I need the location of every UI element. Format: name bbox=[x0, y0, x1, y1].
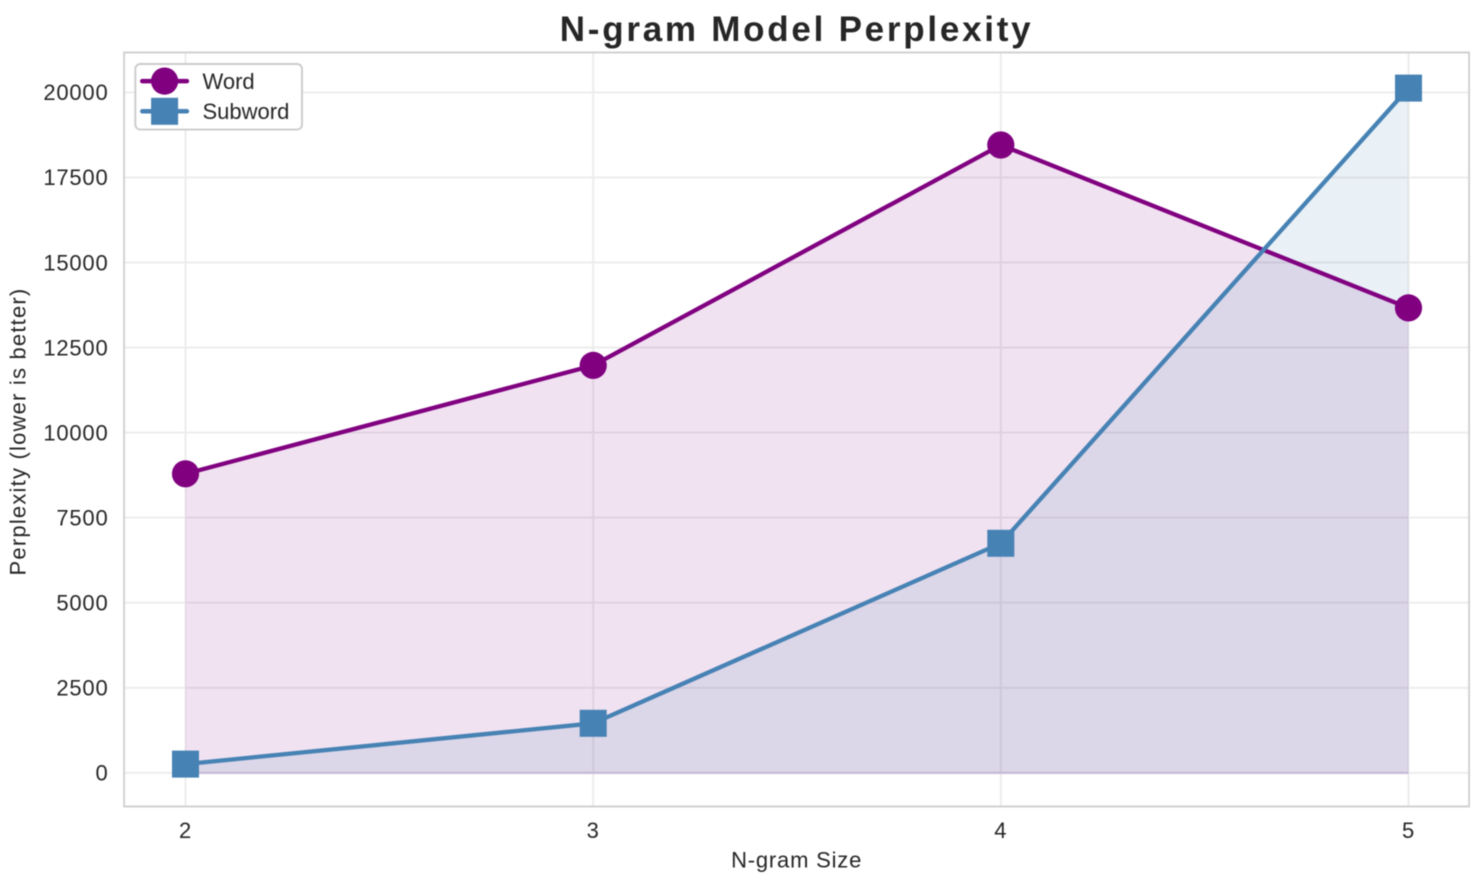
svg-text:17500: 17500 bbox=[43, 165, 108, 190]
svg-text:N-gram Size: N-gram Size bbox=[731, 848, 862, 873]
svg-text:4: 4 bbox=[994, 818, 1007, 843]
svg-text:5: 5 bbox=[1402, 818, 1415, 843]
svg-text:Perplexity (lower is better): Perplexity (lower is better) bbox=[5, 288, 30, 576]
svg-text:5000: 5000 bbox=[56, 591, 108, 616]
svg-text:N-gram Model Perplexity: N-gram Model Perplexity bbox=[560, 10, 1034, 49]
svg-text:3: 3 bbox=[587, 818, 600, 843]
svg-text:2500: 2500 bbox=[56, 676, 108, 701]
svg-text:2: 2 bbox=[179, 818, 192, 843]
svg-text:15000: 15000 bbox=[43, 250, 108, 275]
svg-text:20000: 20000 bbox=[43, 80, 108, 105]
svg-text:10000: 10000 bbox=[43, 420, 108, 445]
svg-text:Subword: Subword bbox=[203, 99, 290, 124]
svg-text:12500: 12500 bbox=[43, 335, 108, 360]
svg-text:7500: 7500 bbox=[56, 505, 108, 530]
svg-text:Word: Word bbox=[203, 69, 255, 94]
svg-text:0: 0 bbox=[95, 761, 108, 786]
